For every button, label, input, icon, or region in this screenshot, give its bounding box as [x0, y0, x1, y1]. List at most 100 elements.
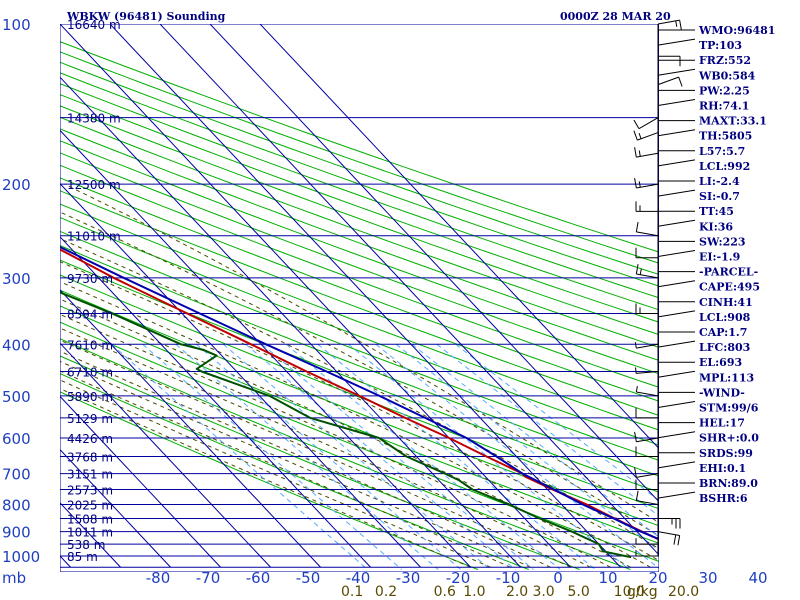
temperature-tick-label: -50 — [296, 569, 321, 587]
wind-barb-shaft — [636, 371, 659, 374]
temperature-tick-label: 30 — [698, 569, 717, 587]
moist-adiabat-line — [60, 261, 659, 562]
index-leader-line — [657, 280, 696, 288]
wind-barb-feather — [633, 130, 638, 141]
height-label: 12500 m — [67, 178, 121, 192]
isotherm-line — [60, 129, 471, 568]
index-label: SW:223 — [699, 235, 746, 248]
height-label: 14380 m — [67, 112, 121, 126]
wind-barb-feather — [634, 431, 637, 442]
dry-adiabat-line — [60, 105, 659, 323]
index-label: CAPE:495 — [699, 281, 760, 294]
moist-adiabat-line — [64, 183, 659, 524]
isotherm-line — [60, 24, 571, 568]
index-label: EL:693 — [699, 356, 742, 369]
wind-barb-feather — [638, 181, 641, 188]
isotherm-line — [60, 236, 371, 568]
wind-barb-feather — [673, 534, 677, 545]
mixing-ratio-label: 1.0 — [463, 584, 485, 600]
dry-adiabat-line — [60, 164, 659, 388]
mixing-ratio-line — [142, 343, 403, 570]
mixing-ratio-line — [261, 343, 534, 570]
mixing-ratio-line — [436, 343, 659, 517]
wind-barb-feather — [677, 535, 681, 546]
pressure-tick-label: 300 — [2, 270, 31, 288]
index-label: TH:5805 — [699, 130, 752, 143]
mixing-ratio-label: 2.0 — [506, 584, 528, 600]
wind-barb-shaft — [637, 132, 659, 141]
wind-barb-feather — [635, 386, 638, 393]
dry-adiabat-line — [60, 259, 659, 493]
index-label: EHI:0.1 — [699, 462, 746, 475]
index-label: HEL:17 — [699, 417, 745, 430]
moist-adiabat-line — [60, 313, 611, 568]
dry-adiabat-line — [60, 72, 659, 287]
height-label: 7610 m — [67, 338, 113, 352]
index-leader-line — [657, 99, 696, 106]
index-leader-line — [657, 68, 696, 76]
index-leader-line — [657, 189, 696, 197]
wind-barb-feather — [634, 178, 637, 189]
temperature-tick-label: -70 — [196, 569, 221, 587]
mixing-ratio-label: 20.0 — [668, 584, 699, 600]
temperature-tick-label: 40 — [748, 569, 767, 587]
wind-barb-shaft — [636, 152, 659, 158]
wind-barbs — [633, 19, 696, 557]
pressure-tick-label: 500 — [2, 388, 31, 406]
wind-barb-shaft — [636, 231, 659, 237]
index-leader-line — [657, 401, 696, 408]
moist-adiabat-line — [60, 211, 659, 537]
height-label: 3151 m — [67, 468, 113, 482]
temperature-tick-label: -60 — [246, 569, 271, 587]
temperature-tick-label: 10 — [598, 569, 617, 587]
isotherm-line — [259, 24, 659, 450]
moist-adiabat-line — [60, 370, 511, 568]
isotherm-line — [209, 24, 659, 503]
dry-adiabat-line — [60, 391, 479, 570]
mixing-ratio-label: 0.2 — [375, 584, 397, 600]
temperature-tick-label: -20 — [446, 569, 471, 587]
wind-barb-feather — [635, 367, 637, 374]
mixing-ratio-unit-label: g/kg — [627, 584, 658, 600]
dry-adiabat-line — [60, 51, 659, 264]
index-leader-line — [657, 250, 696, 257]
dry-adiabat-line — [60, 128, 659, 348]
wind-barb-feather — [679, 20, 682, 31]
isotherm-line — [60, 448, 171, 568]
dewpoint-profile-line — [60, 291, 632, 559]
pressure-tick-label: 100 — [2, 16, 31, 34]
index-label: TP:103 — [699, 39, 742, 52]
wind-barb-feather — [635, 490, 639, 501]
index-label: MAXT:33.1 — [699, 115, 767, 128]
dry-adiabat-line — [60, 373, 529, 570]
wind-barb-shaft — [636, 473, 659, 478]
dry-adiabat-line — [60, 41, 659, 253]
index-label: LFC:803 — [699, 341, 750, 354]
mixing-ratio-line — [411, 343, 659, 538]
height-label: 2573 m — [67, 484, 113, 498]
wind-barb-feather — [678, 76, 683, 87]
height-label: 3768 m — [67, 450, 113, 464]
wind-barb-feather — [633, 119, 640, 129]
height-label: 11010 m — [67, 230, 121, 244]
dry-adiabat-line — [60, 177, 659, 402]
index-label: CINH:41 — [699, 296, 753, 309]
isotherm-line — [109, 24, 621, 568]
index-label: SHR+:0.0 — [699, 432, 759, 445]
dry-adiabat-line — [60, 338, 631, 570]
moist-adiabat-line — [60, 281, 651, 568]
index-label: LCL:992 — [699, 160, 750, 173]
moist-adiabat-line — [60, 350, 551, 568]
pressure-tick-label: 900 — [2, 524, 31, 542]
isotherm-line — [60, 76, 521, 568]
mixing-ratio-label: 0.6 — [434, 584, 456, 600]
index-label: CAP:1.7 — [699, 326, 747, 339]
index-label: BSHR:6 — [699, 492, 748, 505]
index-label: -PARCEL- — [699, 266, 758, 279]
height-label: 6710 m — [67, 366, 113, 380]
dry-adiabat-line — [60, 230, 659, 461]
height-label: 2025 m — [67, 498, 113, 512]
dry-adiabat-line — [60, 245, 659, 477]
